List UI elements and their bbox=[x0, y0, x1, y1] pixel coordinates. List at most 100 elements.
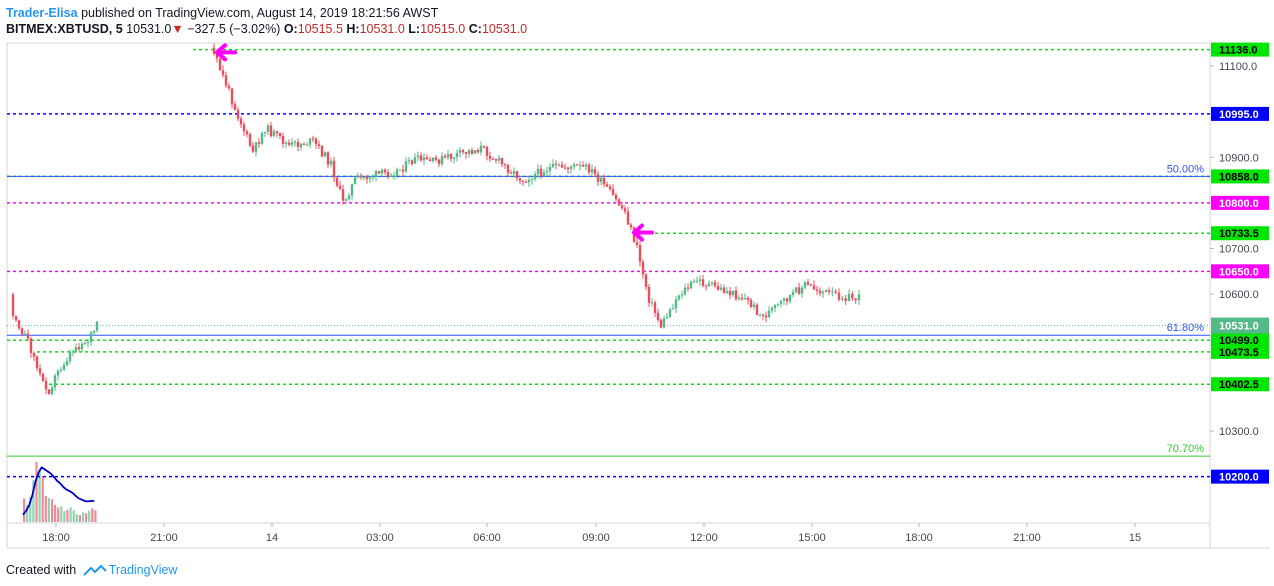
level-tag-label: 10995.0 bbox=[1219, 109, 1259, 121]
volume-bar bbox=[63, 511, 66, 522]
candle-body bbox=[68, 352, 72, 362]
author-name[interactable]: Trader-Elisa bbox=[6, 6, 78, 20]
candle-body bbox=[674, 299, 678, 309]
time-tick-label: 18:00 bbox=[42, 532, 70, 544]
level-tag-label: 10402.5 bbox=[1219, 379, 1259, 391]
candle-body bbox=[698, 279, 702, 281]
candle-body bbox=[542, 172, 546, 176]
candle-body bbox=[809, 284, 813, 286]
level-tag-label: 10499.0 bbox=[1219, 335, 1259, 347]
volume-bar bbox=[50, 499, 54, 522]
last-price-label: 10531.0 bbox=[1219, 321, 1259, 333]
candle-body bbox=[761, 314, 765, 316]
chart-frame bbox=[6, 42, 1270, 549]
volume-bar bbox=[88, 510, 91, 522]
candle-body bbox=[773, 304, 777, 309]
candle-body bbox=[17, 320, 21, 329]
volume-bar bbox=[94, 510, 97, 522]
candle-body bbox=[821, 291, 825, 294]
candle-body bbox=[293, 141, 297, 143]
candle-body bbox=[602, 177, 606, 185]
candle-body bbox=[677, 295, 681, 300]
last-price: 10531.0 bbox=[126, 22, 172, 36]
candle-body bbox=[56, 370, 60, 376]
candle-body bbox=[527, 179, 531, 183]
candle-body bbox=[80, 343, 84, 350]
level-tag bbox=[1211, 226, 1269, 241]
candle-body bbox=[29, 338, 33, 353]
candle-body bbox=[446, 154, 450, 158]
tradingview-brand[interactable]: TradingView bbox=[108, 563, 178, 577]
created-with-text: Created with bbox=[6, 563, 77, 577]
candle-body bbox=[785, 298, 789, 302]
candle-body bbox=[590, 169, 594, 173]
time-tick-label: 06:00 bbox=[473, 532, 501, 544]
tradingview-logo-icon bbox=[82, 564, 107, 576]
candle-body bbox=[413, 157, 417, 164]
candle-body bbox=[269, 125, 273, 137]
candle-body bbox=[32, 352, 36, 357]
price-tick-label: 10900.0 bbox=[1219, 152, 1259, 164]
axes-layer: 18:00 21:00 14 03:00 06:00 09:00 12:00 15:00 18:… bbox=[42, 61, 1259, 544]
candle-body bbox=[464, 152, 468, 154]
candle-body bbox=[608, 186, 612, 190]
candle-body bbox=[545, 170, 549, 173]
candle-body bbox=[353, 177, 357, 185]
candle-body bbox=[308, 138, 312, 145]
candle-body bbox=[311, 138, 315, 140]
candle-body bbox=[551, 163, 555, 168]
candle-body bbox=[332, 160, 336, 178]
candle-body bbox=[14, 315, 18, 321]
volume-bar bbox=[72, 510, 75, 522]
candle-body bbox=[218, 58, 222, 71]
candle-body bbox=[488, 156, 492, 159]
candle-body bbox=[365, 177, 369, 180]
candle-body bbox=[596, 174, 600, 182]
candle-body bbox=[422, 157, 426, 161]
candle-body bbox=[65, 361, 69, 366]
last-price-tag bbox=[1211, 317, 1269, 334]
candle-body bbox=[791, 292, 795, 295]
candle-body bbox=[395, 169, 399, 176]
candle-body bbox=[788, 294, 792, 302]
candle-body bbox=[356, 175, 360, 178]
volume-bar bbox=[44, 495, 47, 522]
candle-body bbox=[476, 150, 480, 153]
candle-body bbox=[617, 199, 621, 206]
candle-body bbox=[779, 300, 783, 304]
candle-body bbox=[620, 205, 624, 209]
candle-body bbox=[491, 158, 495, 160]
candle-body bbox=[737, 297, 741, 300]
price-tick-label: 10700.0 bbox=[1219, 244, 1259, 256]
candle-body bbox=[245, 131, 249, 135]
candle-body bbox=[659, 319, 663, 328]
candle-body bbox=[437, 159, 441, 164]
low-label: L: bbox=[408, 22, 421, 36]
candle-body bbox=[611, 189, 615, 196]
candle-body bbox=[623, 208, 627, 212]
level-tag bbox=[1211, 333, 1269, 348]
level-tag bbox=[1211, 195, 1269, 210]
horizontal-levels: 11136.0 10995.0 10858.0 10800.0 10733.5 10650… bbox=[7, 42, 1269, 484]
candle-body bbox=[449, 154, 453, 159]
candle-body bbox=[344, 199, 348, 201]
published-text: published on TradingView.com, August 14,… bbox=[81, 6, 439, 20]
candle-body bbox=[314, 138, 318, 145]
level-tag bbox=[1211, 169, 1269, 184]
candle-body bbox=[503, 164, 507, 166]
candle-body bbox=[251, 145, 255, 152]
candle-body bbox=[275, 131, 279, 134]
candle-body bbox=[746, 298, 750, 301]
level-tag bbox=[1211, 469, 1269, 484]
candle-body bbox=[26, 333, 30, 339]
candle-body bbox=[539, 168, 543, 176]
candle-body bbox=[557, 164, 561, 166]
candle-body bbox=[752, 304, 756, 307]
candle-body bbox=[281, 135, 285, 144]
candle-body bbox=[50, 387, 54, 394]
candles-layer bbox=[11, 43, 861, 396]
level-tag-label: 10650.0 bbox=[1219, 266, 1259, 278]
candle-body bbox=[824, 290, 828, 292]
candle-body bbox=[593, 169, 597, 175]
